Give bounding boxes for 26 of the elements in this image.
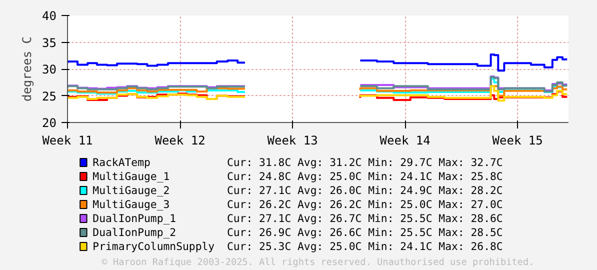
- text: © Haroon Rafique 2003-2025. All rights reserved. Unauthorised use prohibited.: [102, 257, 534, 268]
- text: Cur: 31.8C Avg: 31.2C Min: 29.7C Max: 32.7C: [226, 156, 503, 169]
- legend-label: RackATemp: [92, 156, 150, 169]
- x-tick-label: Week 11: [42, 134, 93, 148]
- x-tick-label: Week 13: [267, 134, 318, 148]
- x-tick-label: Week 15: [492, 134, 543, 148]
- legend-label: DualIonPump_1: [92, 212, 176, 225]
- y-tick-label: 40: [42, 9, 57, 23]
- y-tick-label: 30: [42, 62, 57, 76]
- x-tick-label: Week 12: [154, 134, 206, 148]
- legend-label: DualIonPump_2: [92, 226, 176, 239]
- text: Cur: 27.1C Avg: 26.7C Min: 25.5C Max: 28.6C: [226, 212, 503, 225]
- text: Cur: 24.8C Avg: 25.0C Min: 24.1C Max: 25.8C: [226, 170, 503, 183]
- text: Cur: 25.3C Avg: 25.0C Min: 24.1C Max: 26.8C: [226, 240, 503, 253]
- legend-label: MultiGauge_2: [92, 184, 170, 197]
- y-axis-title: degrees C: [20, 36, 34, 102]
- y-tick-label: 35: [42, 36, 57, 50]
- legend-label: PrimaryColumnSupply: [92, 240, 215, 253]
- text: Cur: 27.1C Avg: 26.0C Min: 24.9C Max: 28.2C: [226, 184, 503, 197]
- legend-label: MultiGauge_1: [92, 170, 170, 183]
- text: Cur: 26.2C Avg: 26.2C Min: 25.0C Max: 27.0C: [226, 198, 503, 211]
- legend-label: MultiGauge_3: [92, 198, 170, 211]
- text: Cur: 26.9C Avg: 26.6C Min: 25.5C Max: 28.5C: [226, 226, 503, 239]
- x-tick-label: Week 14: [380, 134, 430, 148]
- y-tick-label: 25: [42, 89, 57, 104]
- y-tick-label: 20: [42, 116, 57, 130]
